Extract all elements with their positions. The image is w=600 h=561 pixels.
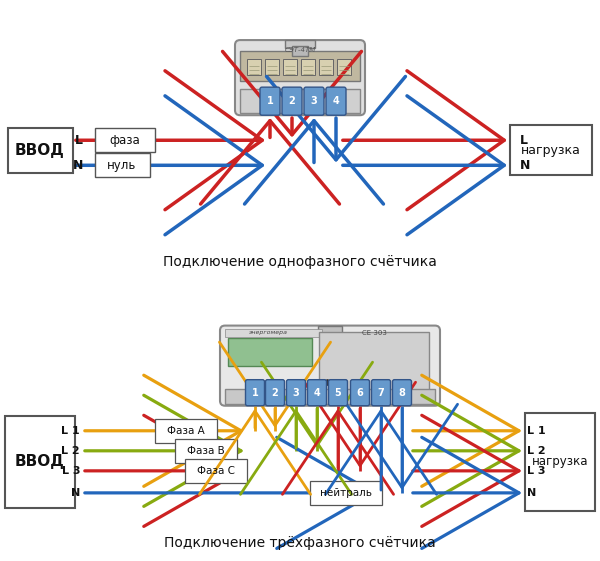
Text: N: N xyxy=(71,488,80,498)
Bar xyxy=(265,59,279,75)
Bar xyxy=(283,59,297,75)
Bar xyxy=(225,389,435,404)
Text: L 1: L 1 xyxy=(527,426,545,436)
Bar xyxy=(285,40,315,48)
Bar xyxy=(337,59,351,75)
Text: 7: 7 xyxy=(377,388,385,398)
Bar xyxy=(319,332,429,390)
Text: L 3: L 3 xyxy=(527,466,545,476)
Text: Фаза В: Фаза В xyxy=(187,446,225,456)
Text: N: N xyxy=(73,159,83,172)
Text: Фаза С: Фаза С xyxy=(197,466,235,476)
Bar xyxy=(185,459,247,483)
Text: 1: 1 xyxy=(251,388,259,398)
Text: L: L xyxy=(75,134,83,147)
Bar xyxy=(8,128,73,173)
Bar xyxy=(175,439,237,463)
Bar xyxy=(247,59,261,75)
Text: нагрузка: нагрузка xyxy=(521,144,581,157)
Text: ВВОД: ВВОД xyxy=(15,142,65,158)
FancyBboxPatch shape xyxy=(304,87,324,115)
Text: 4: 4 xyxy=(314,388,320,398)
FancyBboxPatch shape xyxy=(329,380,347,406)
FancyBboxPatch shape xyxy=(265,380,284,406)
Text: Подключение трёхфазного счётчика: Подключение трёхфазного счётчика xyxy=(164,536,436,550)
Bar xyxy=(240,89,360,113)
Bar xyxy=(228,338,311,366)
Text: 8: 8 xyxy=(398,388,406,398)
Text: 2: 2 xyxy=(272,388,278,398)
Text: L 2: L 2 xyxy=(61,446,80,456)
Bar xyxy=(5,416,75,508)
Bar xyxy=(292,46,308,56)
Text: СЭТ-4ТМ: СЭТ-4ТМ xyxy=(284,47,316,53)
Text: L: L xyxy=(520,134,528,147)
FancyBboxPatch shape xyxy=(371,380,391,406)
Bar xyxy=(301,59,315,75)
Text: нагрузка: нагрузка xyxy=(532,456,588,468)
FancyBboxPatch shape xyxy=(392,380,412,406)
Bar xyxy=(225,329,322,337)
Text: 3: 3 xyxy=(293,388,299,398)
Bar xyxy=(310,481,382,505)
Text: энергомера: энергомера xyxy=(249,330,288,335)
Bar xyxy=(155,419,217,443)
FancyBboxPatch shape xyxy=(282,87,302,115)
FancyBboxPatch shape xyxy=(235,40,365,115)
Text: N: N xyxy=(520,159,530,172)
Text: L 3: L 3 xyxy=(62,466,80,476)
Text: L 2: L 2 xyxy=(527,446,545,456)
Text: 3: 3 xyxy=(311,96,317,106)
Text: 2: 2 xyxy=(289,96,295,106)
FancyBboxPatch shape xyxy=(260,87,280,115)
Text: фаза: фаза xyxy=(110,134,140,147)
Bar xyxy=(95,128,155,152)
FancyBboxPatch shape xyxy=(350,380,370,406)
Text: 4: 4 xyxy=(332,96,340,106)
Text: Подключение однофазного счётчика: Подключение однофазного счётчика xyxy=(163,255,437,269)
Text: нейтраль: нейтраль xyxy=(320,488,372,498)
FancyBboxPatch shape xyxy=(287,380,305,406)
Bar xyxy=(240,52,360,81)
Text: нуль: нуль xyxy=(107,159,137,172)
Text: 1: 1 xyxy=(266,96,274,106)
Bar xyxy=(319,59,333,75)
Text: Фаза А: Фаза А xyxy=(167,426,205,436)
Text: L 1: L 1 xyxy=(61,426,80,436)
Text: СЕ 303: СЕ 303 xyxy=(362,330,386,336)
FancyBboxPatch shape xyxy=(326,87,346,115)
Text: ВВОД: ВВОД xyxy=(15,454,65,470)
FancyBboxPatch shape xyxy=(245,380,265,406)
Text: N: N xyxy=(527,488,536,498)
FancyBboxPatch shape xyxy=(308,380,326,406)
Bar xyxy=(318,325,342,334)
Bar xyxy=(510,125,592,175)
Text: 5: 5 xyxy=(335,388,341,398)
Bar xyxy=(525,413,595,511)
Text: 6: 6 xyxy=(356,388,364,398)
Bar xyxy=(95,153,150,177)
FancyBboxPatch shape xyxy=(220,325,440,406)
